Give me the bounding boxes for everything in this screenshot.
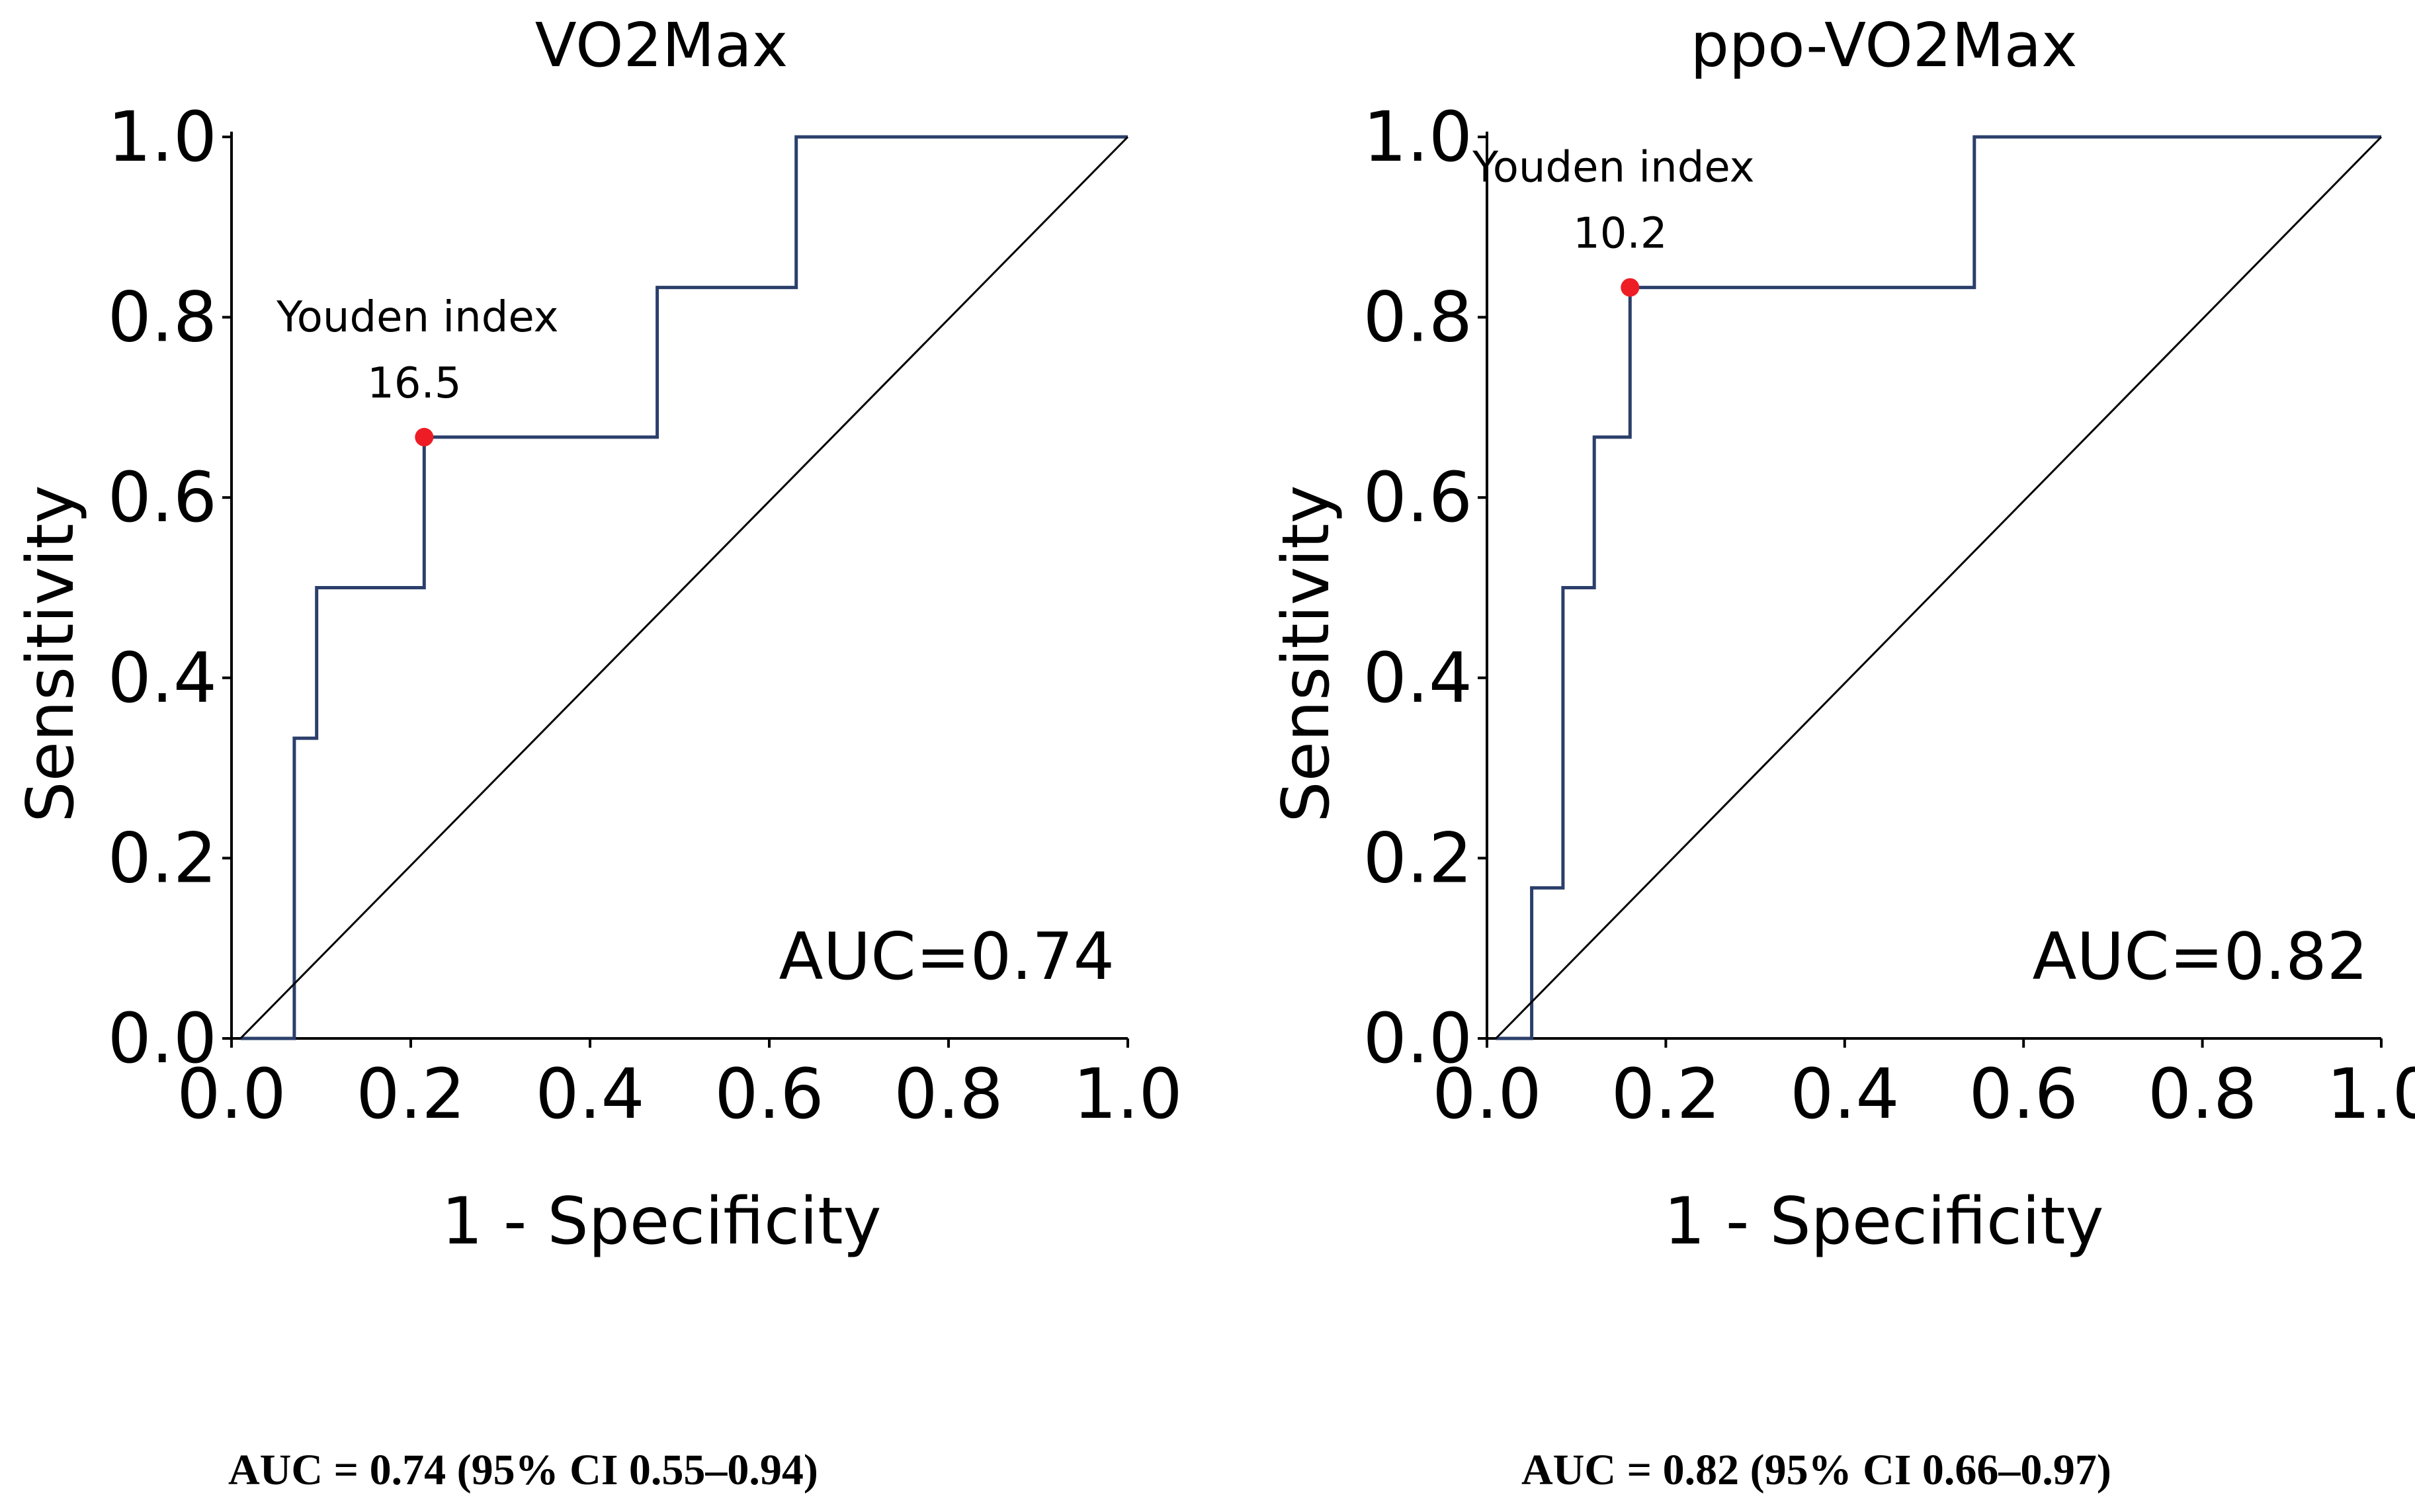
youden-label: Youden index [1472, 144, 1754, 192]
y-axis-label: Sensitivity [13, 485, 89, 822]
chart-title: ppo-VO2Max [1690, 10, 2077, 81]
y-tick-label: 0.0 [108, 998, 217, 1079]
y-tick-label: 0.4 [1363, 638, 1472, 718]
x-tick-label: 0.6 [1969, 1054, 2078, 1134]
x-tick-label: 1.0 [2326, 1054, 2415, 1134]
y-tick-label: 0.6 [1363, 457, 1472, 538]
caption-right: AUC = 0.82 (95% CI 0.66–0.97) [1521, 1446, 2111, 1494]
x-tick-label: 0.0 [177, 1054, 286, 1134]
chart-title: VO2Max [535, 10, 788, 81]
roc-curve-line [240, 135, 1128, 1040]
y-tick-label: 0.0 [1363, 998, 1472, 1079]
youden-value: 10.2 [1573, 210, 1668, 259]
x-tick-label: 0.8 [2148, 1054, 2257, 1134]
reference-diagonal-line [239, 136, 1129, 1040]
x-tick-label: 0.0 [1432, 1054, 1541, 1134]
y-tick-label: 0.6 [108, 457, 217, 538]
auc-label: AUC=0.82 [2032, 919, 2368, 995]
y-tick-label: 0.2 [1363, 818, 1472, 898]
y-tick-label: 0.2 [108, 818, 217, 898]
x-tick-label: 0.2 [1611, 1054, 1720, 1134]
y-tick-label: 1.0 [108, 97, 217, 177]
x-tick-label: 1.0 [1073, 1054, 1182, 1134]
x-axis-label: 1 - Specificity [441, 1184, 881, 1259]
youden-point [415, 427, 434, 446]
youden-label: Youden index [276, 293, 558, 342]
y-tick-label: 0.8 [108, 277, 217, 358]
x-tick-label: 0.6 [714, 1054, 824, 1134]
roc-curve-line [1496, 135, 2381, 1040]
y-tick-label: 1.0 [1363, 97, 1472, 177]
x-tick-label: 0.2 [356, 1054, 465, 1134]
y-tick-label: 0.8 [1363, 277, 1472, 358]
youden-point [1621, 278, 1640, 297]
caption-left: AUC = 0.74 (95% CI 0.55–0.94) [228, 1446, 818, 1494]
x-axis-label: 1 - Specificity [1664, 1184, 2103, 1259]
reference-diagonal-line [1495, 136, 2383, 1040]
x-tick-label: 0.4 [1790, 1054, 1899, 1134]
y-axis-label: Sensitivity [1269, 485, 1344, 822]
chart-2: ppo-VO2Max 0.0 0.2 0.4 0.6 0.8 1.0 0.0 0.2 0.4 0.6… [1269, 10, 2415, 1259]
youden-value: 16.5 [367, 359, 462, 408]
x-tick-label: 0.8 [894, 1054, 1003, 1134]
y-tick-label: 0.4 [108, 638, 217, 718]
x-tick-label: 0.4 [535, 1054, 644, 1134]
auc-label: AUC=0.74 [779, 919, 1115, 995]
